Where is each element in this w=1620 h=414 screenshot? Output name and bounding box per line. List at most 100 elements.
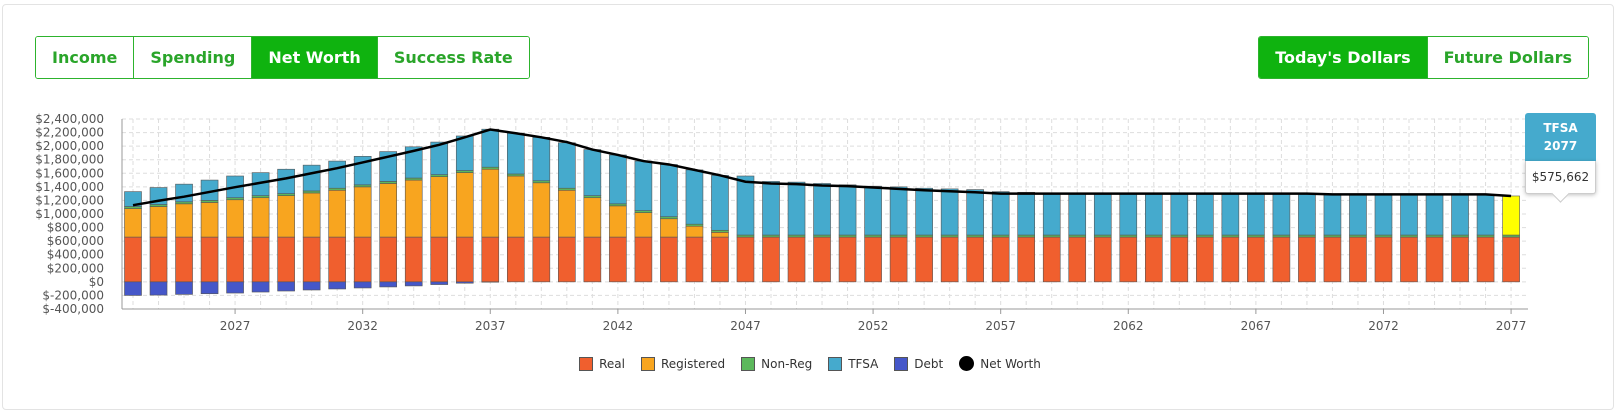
x-tick-label: 2067 [1241, 319, 1272, 333]
tooltip-header: TFSA 2077 [1525, 113, 1596, 161]
bar-debt [404, 281, 423, 287]
bar-tfsa [1017, 191, 1036, 236]
y-tick-label: $1,200,000 [35, 193, 104, 207]
bar-registered [149, 206, 168, 238]
tab-future-dollars[interactable]: Future Dollars [1427, 37, 1588, 78]
bar-non-reg [1349, 234, 1367, 238]
bar-non-reg [455, 170, 474, 173]
bar-real [1221, 236, 1240, 283]
bar-tfsa [404, 146, 423, 179]
bar-real [787, 236, 806, 283]
bar-tfsa [609, 154, 627, 205]
tab-spending[interactable]: Spending [134, 37, 253, 78]
legend-item-real[interactable]: Real [579, 356, 625, 371]
legend-item-net-worth[interactable]: Net Worth [959, 356, 1041, 371]
tab-net-worth[interactable]: Net Worth [252, 37, 378, 78]
bar-registered [609, 205, 627, 238]
bar-registered [379, 183, 398, 238]
bar-real [1374, 236, 1393, 283]
legend-item-registered[interactable]: Registered [640, 356, 725, 371]
bar-non-reg [404, 177, 423, 181]
bar-registered [660, 218, 678, 238]
y-tick-label: $2,200,000 [35, 126, 104, 140]
bar-real [991, 236, 1010, 283]
bar-non-reg [634, 210, 653, 213]
bar-non-reg [430, 174, 449, 177]
bar-real [940, 236, 959, 283]
legend-label: Real [599, 356, 625, 371]
bar-non-reg [1068, 234, 1087, 238]
tab-income[interactable]: Income [36, 37, 135, 78]
bar-debt [455, 281, 474, 284]
bar-registered [430, 176, 449, 238]
bar-real [1323, 236, 1342, 283]
x-tick-label: 2062 [1113, 319, 1144, 333]
bar-registered [200, 202, 219, 238]
bar-real [1119, 236, 1138, 283]
bar-tfsa [838, 184, 857, 236]
bar-registered [685, 225, 704, 238]
bar-non-reg [277, 193, 295, 196]
legend-item-tfsa[interactable]: TFSA [828, 356, 878, 371]
tooltip-value: $575,662 [1531, 170, 1590, 184]
bar-non-reg [787, 234, 806, 238]
bar-real [226, 236, 244, 283]
tab-success-rate[interactable]: Success Rate [377, 37, 529, 78]
bar-registered [124, 208, 142, 238]
bar-real [1145, 236, 1163, 283]
bar-tfsa [1196, 193, 1214, 236]
bar-debt [353, 281, 372, 289]
bar-non-reg [889, 234, 908, 238]
bar-non-reg [1221, 234, 1240, 238]
tab-today-s-dollars[interactable]: Today's Dollars [1259, 37, 1428, 78]
bar-tfsa [685, 169, 704, 225]
bar-real [251, 236, 270, 283]
bar-registered [175, 203, 193, 238]
bar-registered [251, 197, 270, 238]
legend-item-debt[interactable]: Debt [894, 356, 943, 371]
bar-registered [404, 179, 423, 238]
bar-tfsa [1042, 192, 1061, 236]
bar-debt [200, 281, 219, 295]
legend-item-non-reg[interactable]: Non-Reg [741, 356, 812, 371]
bar-registered [583, 197, 602, 238]
y-tick-label: $600,000 [47, 234, 104, 248]
legend-swatch [640, 356, 655, 371]
bar-tfsa [124, 191, 142, 207]
y-tick-label: $1,600,000 [35, 166, 104, 180]
y-tick-label: $2,000,000 [35, 139, 104, 153]
bar-tfsa [991, 191, 1010, 236]
bar-real [379, 236, 398, 283]
x-tick-label: 2057 [985, 319, 1016, 333]
bar-tfsa [940, 188, 959, 236]
tooltip-year: 2077 [1543, 139, 1578, 153]
bar-debt [149, 281, 168, 296]
bar-non-reg [685, 223, 704, 227]
bar-tfsa [1451, 194, 1469, 236]
bar-tfsa [1425, 194, 1444, 236]
bar-non-reg [379, 181, 398, 184]
bar-registered [481, 168, 500, 238]
bar-non-reg [1196, 234, 1214, 238]
bar-non-reg [660, 216, 678, 220]
bar-real [1170, 236, 1189, 283]
y-tick-label: $800,000 [47, 221, 104, 235]
bar-registered [302, 192, 321, 238]
bar-non-reg [328, 187, 346, 191]
bar-real [558, 236, 576, 283]
bar-non-reg [915, 234, 933, 238]
bar-debt [226, 281, 244, 294]
x-tick-label: 2047 [730, 319, 761, 333]
bar-real [200, 236, 219, 283]
bar-real [1400, 236, 1418, 283]
bar-non-reg [1374, 234, 1393, 238]
bar-tfsa [736, 175, 755, 236]
bar-non-reg [762, 234, 780, 238]
bar-tfsa [711, 175, 729, 231]
bar-non-reg [175, 201, 193, 205]
bar-non-reg [149, 204, 168, 207]
bar-real [1349, 236, 1367, 283]
bar-real [1196, 236, 1214, 283]
bar-real [328, 236, 346, 283]
bar-non-reg [1042, 234, 1061, 238]
